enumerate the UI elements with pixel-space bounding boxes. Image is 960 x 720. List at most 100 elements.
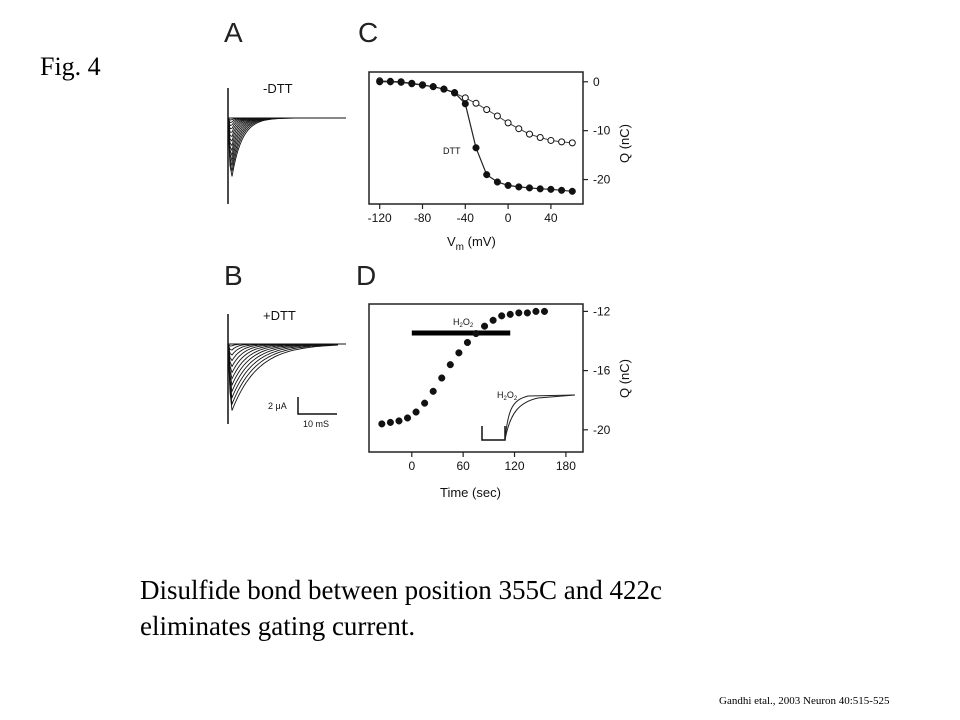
x-tick-label: -80 <box>414 211 432 225</box>
filled-data-point <box>378 420 386 428</box>
current-trace <box>227 343 339 400</box>
filled-data-point <box>525 184 534 192</box>
panel-b-scale-bar: 2 μA 10 mS <box>268 397 337 429</box>
filled-data-point <box>532 307 540 315</box>
x-tick-label: 0 <box>408 459 415 473</box>
y-tick-label: -10 <box>593 124 611 138</box>
panel-c-xlabel: Vm (mV) <box>447 234 496 253</box>
filled-data-point <box>472 330 480 338</box>
filled-data-point <box>412 408 420 416</box>
filled-data-point <box>498 312 506 320</box>
scale-time-label: 10 mS <box>303 419 329 429</box>
filled-data-point <box>515 183 523 191</box>
filled-data-point <box>440 85 448 93</box>
filled-data-point <box>504 181 512 189</box>
panel-c-ylabel: Q (nC) <box>617 124 632 163</box>
filled-data-point <box>472 144 480 152</box>
filled-data-point <box>418 81 427 89</box>
panel-c-frame <box>368 71 584 205</box>
x-tick-label: 60 <box>456 459 470 473</box>
filled-data-point <box>523 309 531 317</box>
panel-d-xlabel: Time (sec) <box>440 485 501 500</box>
panel-letter-b: B <box>224 260 243 291</box>
y-tick-label: -20 <box>593 423 611 437</box>
filled-data-point <box>429 83 437 91</box>
x-tick-label: 40 <box>544 211 558 225</box>
filled-data-point <box>461 100 469 108</box>
panel-b-current-traces <box>227 314 346 424</box>
current-trace <box>227 117 338 166</box>
panel-d-ylabel: Q (nC) <box>617 359 632 398</box>
filled-data-point <box>397 78 405 86</box>
current-trace <box>227 117 338 177</box>
x-tick-label: -120 <box>368 211 392 225</box>
open-data-point <box>472 99 480 107</box>
x-tick-label: 120 <box>505 459 525 473</box>
current-trace <box>227 343 339 406</box>
panel-letter-d: D <box>356 260 376 291</box>
open-data-point <box>461 94 469 102</box>
open-data-point <box>504 119 512 127</box>
panel-d-chart: 0 60 120 180 -12 -16 -20 H2O2 H2O2 Time (sec)… <box>368 303 632 500</box>
open-data-point <box>483 106 491 114</box>
figure-label: Fig. 4 <box>40 52 101 81</box>
filled-data-point <box>536 185 544 193</box>
y-tick-label: -12 <box>593 304 611 318</box>
x-tick-label: 0 <box>505 211 512 225</box>
current-trace <box>227 343 338 387</box>
open-data-point <box>493 112 501 120</box>
y-tick-label: -20 <box>593 173 611 187</box>
y-tick-label: -16 <box>593 364 611 378</box>
citation: Gandhi etal., 2003 Neuron 40:515-525 <box>719 695 890 707</box>
filled-data-point <box>438 374 446 382</box>
current-trace <box>227 343 339 411</box>
filled-data-point <box>568 187 576 195</box>
panel-a-label: -DTT <box>263 81 293 96</box>
inset-label: H2O2 <box>497 390 518 402</box>
x-tick-label: -40 <box>457 211 475 225</box>
panel-letter-c: C <box>358 17 378 48</box>
panel-b-label: +DTT <box>263 308 296 323</box>
panel-c-chart: -120 -80 -40 0 40 0 -10 -20 DTT Vm (mV) Q (nC) <box>368 71 632 253</box>
filled-data-point <box>463 338 471 347</box>
panel-a-current-traces <box>227 88 346 204</box>
caption-line-1: Disulfide bond between position 355C and… <box>140 575 662 605</box>
filled-data-point <box>558 186 566 194</box>
open-data-point <box>568 139 576 147</box>
scale-current-label: 2 μA <box>268 401 287 411</box>
panel-c-annotation: DTT <box>443 146 461 156</box>
panel-c-open-fit <box>379 80 573 144</box>
panel-letter-a: A <box>224 17 243 48</box>
y-tick-label: 0 <box>593 75 600 89</box>
filled-data-point <box>395 417 403 425</box>
filled-data-point <box>481 322 489 330</box>
caption: Disulfide bond between position 355C and… <box>140 572 840 644</box>
open-data-point <box>558 138 566 146</box>
h2o2-bar-label: H2O2 <box>453 317 474 329</box>
open-data-point <box>526 130 533 138</box>
filled-data-point <box>446 361 454 369</box>
filled-data-point <box>421 399 429 407</box>
open-data-point <box>515 125 523 133</box>
filled-data-point <box>493 178 501 186</box>
filled-data-point <box>403 414 412 422</box>
filled-data-point <box>540 307 549 315</box>
panel-d-frame <box>368 303 584 453</box>
open-data-point <box>547 136 555 144</box>
filled-data-point <box>515 309 523 317</box>
filled-data-point <box>451 88 459 97</box>
caption-line-2: eliminates gating current. <box>140 611 416 641</box>
filled-data-point <box>376 78 384 86</box>
filled-data-point <box>483 171 491 179</box>
panel-d-inset-traces: H2O2 <box>481 390 576 441</box>
open-data-point <box>536 134 544 142</box>
filled-data-point <box>455 349 463 357</box>
filled-data-point <box>429 387 437 395</box>
filled-data-point <box>408 80 416 88</box>
filled-data-point <box>386 78 394 86</box>
x-tick-label: 180 <box>556 459 576 473</box>
filled-data-point <box>506 310 514 318</box>
filled-data-point <box>489 316 497 324</box>
filled-data-point <box>547 185 555 193</box>
